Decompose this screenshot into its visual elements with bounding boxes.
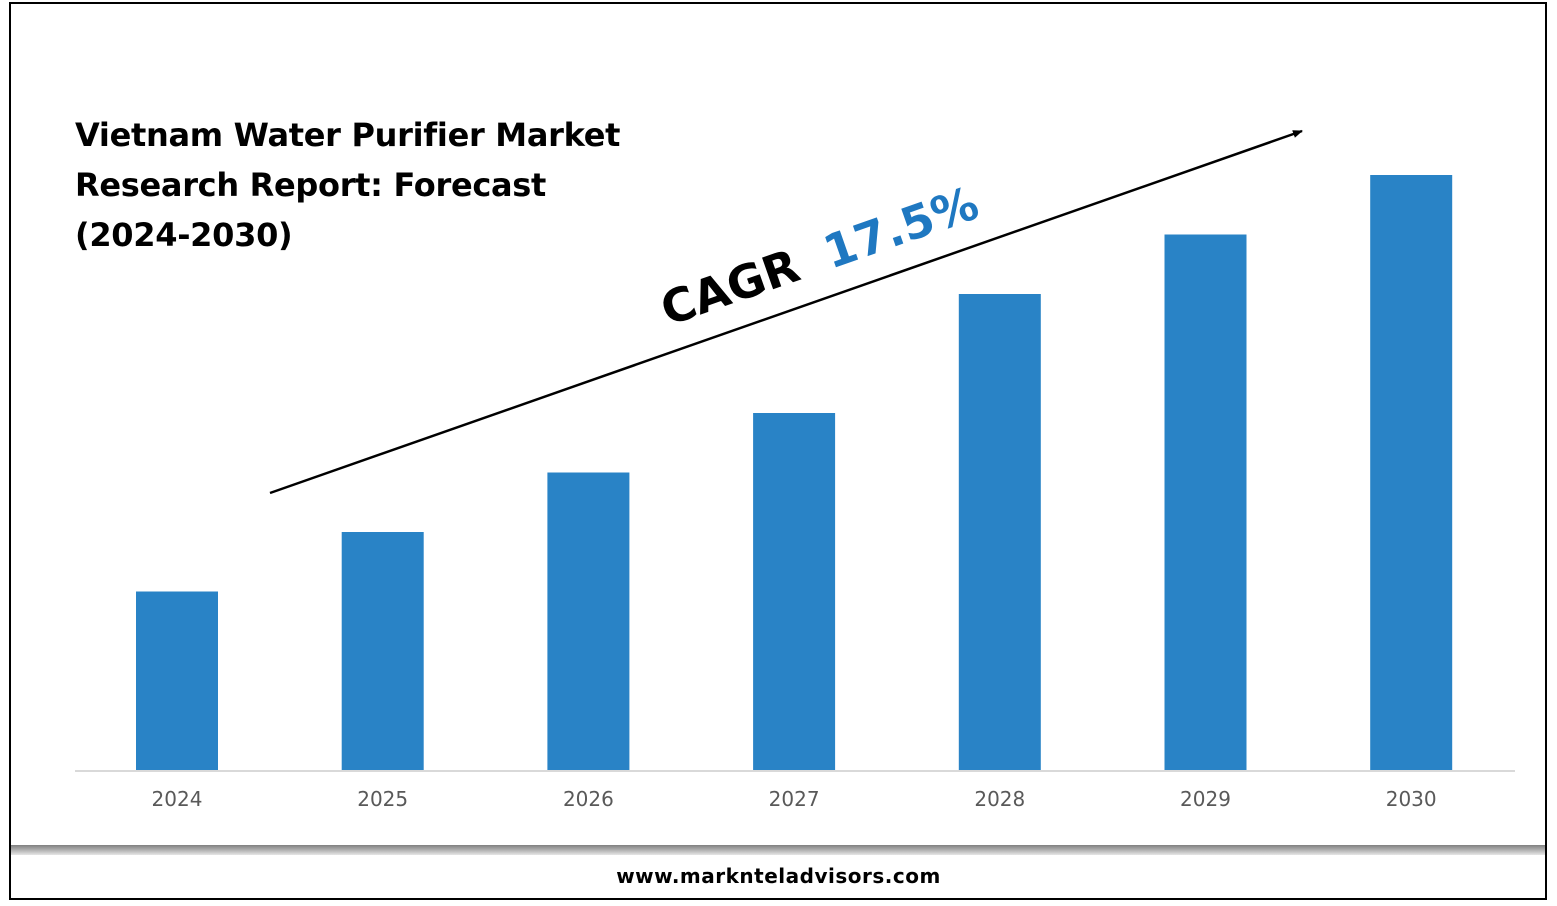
x-tick-label-2030: 2030 — [1386, 787, 1437, 811]
bars-group — [136, 175, 1453, 770]
cagr-value: 17.5% — [817, 176, 985, 280]
x-tick-label-2024: 2024 — [152, 787, 203, 811]
x-tick-label-2029: 2029 — [1180, 787, 1231, 811]
bar-2025 — [341, 532, 424, 770]
x-tick-label-2025: 2025 — [357, 787, 408, 811]
bar-2024 — [136, 591, 218, 770]
x-tick-label-2027: 2027 — [769, 787, 820, 811]
bar-2027 — [753, 413, 836, 770]
x-tick-labels: 2024 2025 2026 2027 2028 2029 2030 — [152, 787, 1437, 811]
bar-2029 — [1164, 234, 1247, 770]
bar-2028 — [958, 294, 1041, 770]
cagr-annotation: CAGR 17.5% — [654, 176, 985, 337]
bar-2030 — [1370, 175, 1453, 770]
footer-divider — [11, 845, 1545, 855]
cagr-label: CAGR — [654, 238, 806, 336]
x-tick-label-2028: 2028 — [974, 787, 1025, 811]
footer-website: www.marknteladvisors.com — [616, 864, 941, 888]
cagr-trend-arrow — [269, 129, 1303, 495]
chart-title: Vietnam Water Purifier Market Research R… — [75, 116, 621, 254]
x-tick-label-2026: 2026 — [563, 787, 614, 811]
bar-2026 — [547, 472, 630, 770]
